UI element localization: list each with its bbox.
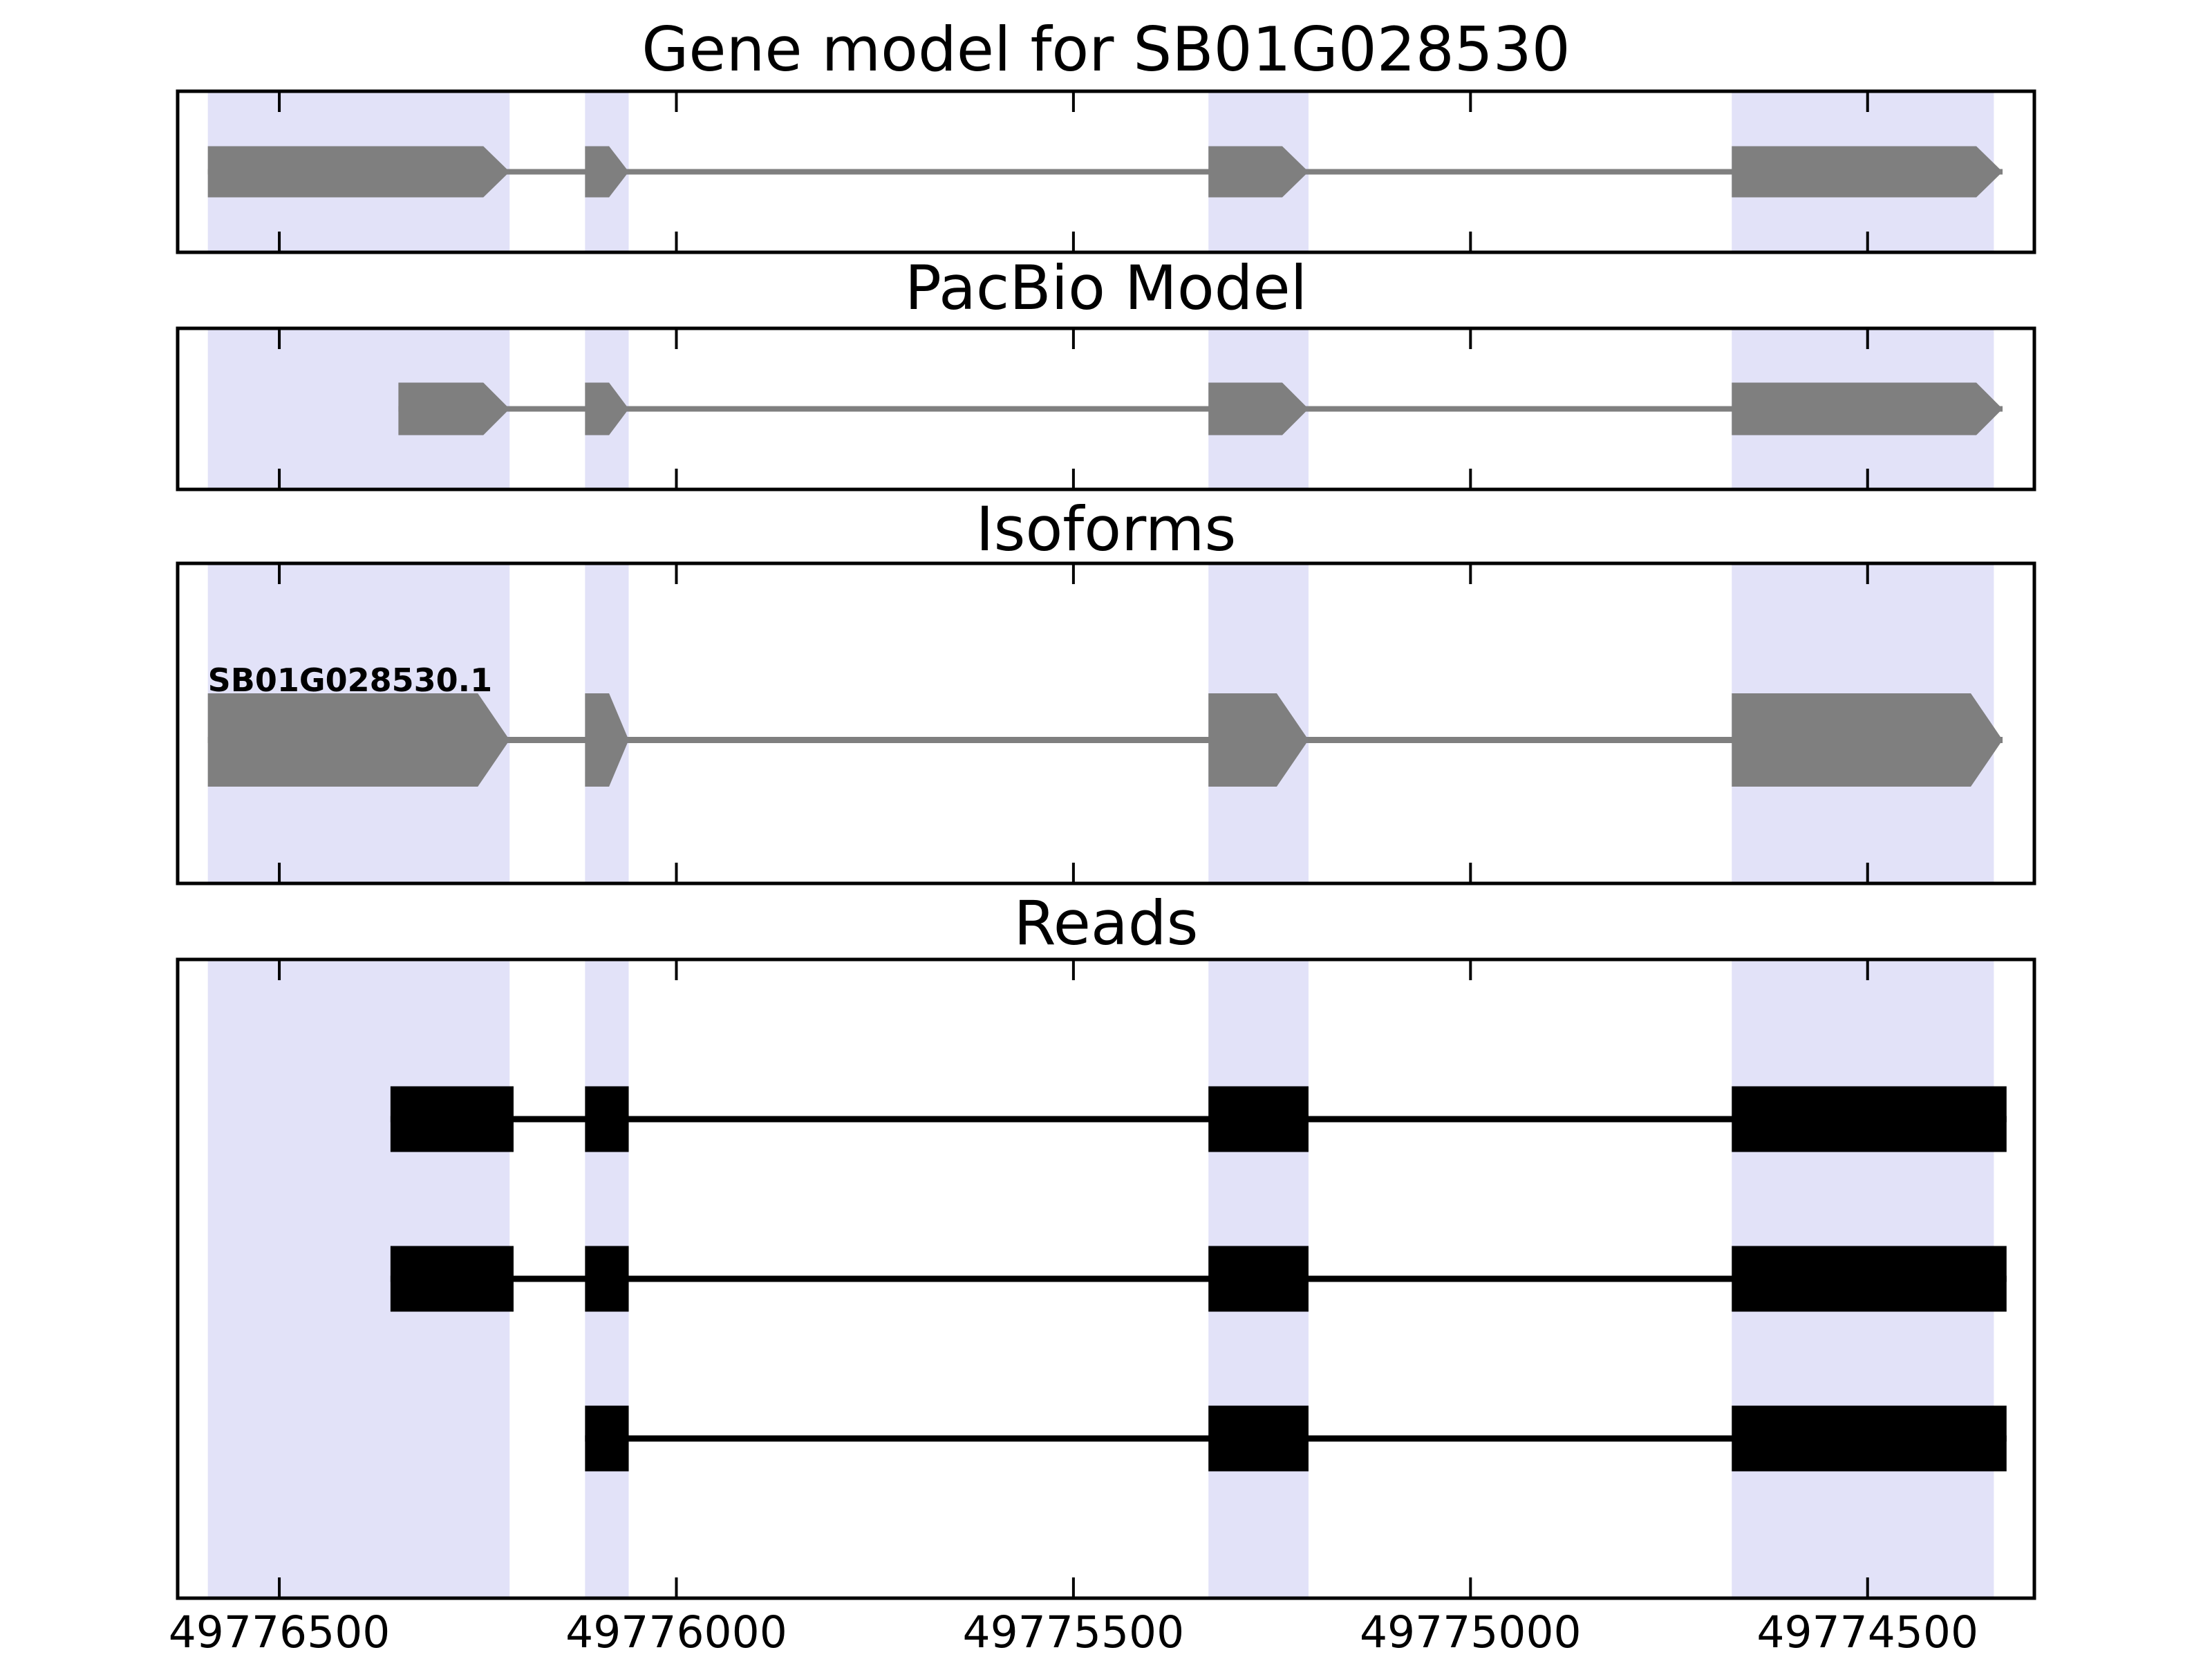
gene-model-exon — [1208, 146, 1309, 198]
x-tick-label: 49776500 — [168, 1607, 391, 1658]
pacbio-model-exon — [585, 382, 629, 435]
panel-title-isoforms: Isoforms — [975, 494, 1237, 565]
pacbio-model-exon — [398, 382, 510, 435]
x-tick-label: 49775000 — [1359, 1607, 1582, 1658]
panel-border — [176, 326, 2036, 491]
gene-model-exon — [585, 146, 629, 198]
panel-border — [176, 957, 2036, 1600]
pacbio-model-exon — [1732, 382, 2003, 435]
panel-border — [176, 561, 2036, 885]
read-exon — [1208, 1405, 1309, 1472]
x-tick-label: 49776000 — [565, 1607, 787, 1658]
gene-model-exon — [207, 146, 510, 198]
isoform-label: SB01G028530.1 — [207, 662, 493, 699]
read-exon — [1208, 1086, 1309, 1152]
pacbio-model-exon — [1208, 382, 1309, 435]
read-exon — [1208, 1246, 1309, 1312]
isoforms-exon — [585, 693, 629, 787]
x-tick-label: 49775500 — [962, 1607, 1185, 1658]
panel-title-pacbio: PacBio Model — [904, 252, 1308, 324]
read-exon — [585, 1405, 629, 1472]
read-exon — [1732, 1086, 2007, 1152]
panel-title-reads: Reads — [1013, 888, 1199, 959]
read-exon — [585, 1086, 629, 1152]
isoforms-exon — [1732, 693, 2003, 787]
panel-border — [176, 89, 2036, 254]
read-exon — [1732, 1405, 2007, 1472]
gene-model-exon — [1732, 146, 2003, 198]
isoforms-exon — [207, 693, 510, 787]
x-tick-label: 49774500 — [1756, 1607, 1979, 1658]
panel-title-gene-model: Gene model for SB01G028530 — [641, 14, 1571, 85]
read-exon — [1732, 1246, 2007, 1312]
read-exon — [585, 1246, 629, 1312]
read-exon — [390, 1086, 514, 1152]
read-exon — [390, 1246, 514, 1312]
isoforms-exon — [1208, 693, 1309, 787]
